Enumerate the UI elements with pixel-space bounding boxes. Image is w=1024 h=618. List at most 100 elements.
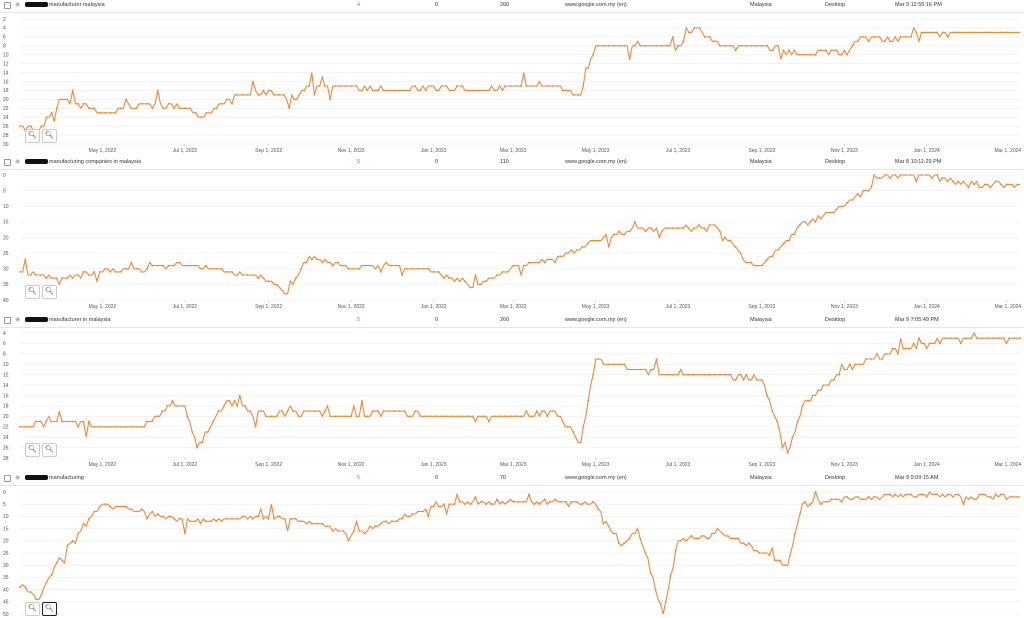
row-updated: Mar 9 7:05:49 PM [895, 317, 939, 323]
rank-point [525, 410, 528, 412]
rank-point [382, 410, 385, 412]
rank-point [912, 342, 915, 345]
row-keyword[interactable]: manufacturing companies in malaysia [49, 159, 142, 165]
rank-point [628, 368, 631, 371]
rank-point [1016, 183, 1019, 186]
rank-point [870, 358, 873, 360]
row-checkbox[interactable] [4, 2, 11, 9]
rank-point [146, 102, 148, 105]
rank-point [902, 347, 905, 350]
zoom-out-button[interactable]: 🔍︎ [25, 129, 40, 143]
rank-point [634, 221, 636, 223]
x-tick-label: Jan 1, 2023 [420, 304, 446, 310]
rank-point [639, 44, 642, 47]
rank-point [464, 503, 466, 506]
zoom-in-button[interactable]: 🔍︎ [42, 443, 57, 457]
rank-point [236, 517, 239, 520]
rank-point [125, 267, 127, 270]
rank-point [82, 102, 85, 105]
rank-point [758, 552, 761, 554]
rank-point [607, 246, 610, 248]
keyword-row[interactable]: ◉ manufacturer malaysia 4 0 260 www.google.co… [0, 0, 1024, 13]
rank-point [597, 239, 600, 242]
rank-point [50, 111, 53, 114]
rank-point [347, 539, 350, 542]
rank-point [962, 503, 965, 506]
row-keyword[interactable]: manufacturer malaysia [49, 2, 105, 8]
zoom-out-button[interactable]: 🔍︎ [25, 602, 40, 616]
row-checkbox[interactable] [4, 475, 11, 482]
rank-point [716, 527, 719, 530]
rank-point [954, 337, 957, 340]
rank-point [189, 107, 192, 110]
rank-point [899, 493, 902, 496]
zoom-in-button[interactable]: 🔍︎ [42, 602, 57, 616]
rank-point [184, 107, 186, 110]
rank-point [986, 337, 989, 340]
info-icon[interactable]: ◉ [15, 475, 21, 481]
rank-point [613, 44, 615, 47]
rank-point [777, 44, 779, 47]
rank-point [275, 415, 278, 418]
rank-point [761, 379, 763, 381]
rank-point [634, 44, 636, 47]
row-checkbox[interactable] [4, 159, 11, 166]
info-icon[interactable]: ◉ [15, 317, 21, 323]
zoom-out-button[interactable]: 🔍︎ [25, 285, 40, 299]
rank-point [515, 85, 517, 87]
rank-point [784, 564, 786, 567]
x-tick-label: Jul 1, 2022 [173, 462, 198, 468]
rank-point [851, 44, 854, 47]
rank-point [708, 224, 711, 226]
rank-point [587, 399, 590, 402]
rank-point [771, 410, 774, 412]
info-icon[interactable]: ◉ [15, 159, 21, 165]
rank-point [135, 510, 138, 513]
rank-point [347, 267, 350, 270]
x-tick-label: Jan 1, 2024 [914, 148, 940, 154]
zoom-out-button[interactable]: 🔍︎ [25, 443, 40, 457]
rank-point [77, 274, 79, 276]
row-keyword[interactable]: manufacturing [49, 475, 84, 481]
rank-point [952, 180, 954, 183]
rank-point [946, 493, 949, 496]
rank-point [231, 102, 233, 105]
row-device: Desktop [825, 475, 846, 481]
rank-point [925, 496, 928, 498]
row-volume: 5 [357, 159, 361, 165]
row-checkbox[interactable] [4, 317, 11, 324]
rank-point [178, 517, 181, 520]
rank-point [231, 517, 233, 520]
rank-point [482, 89, 485, 92]
x-tick-label: Nov 1, 2022 [338, 462, 365, 468]
rank-point [848, 363, 851, 366]
rank-point [506, 271, 509, 273]
keyword-row[interactable]: ◉ manufacturer in malaysia 5 0 260 www.google… [0, 315, 1024, 328]
rank-point [488, 89, 490, 92]
rank-point [936, 31, 939, 34]
redacted-block [25, 317, 48, 322]
rank-point [212, 420, 215, 423]
zoom-in-button[interactable]: 🔍︎ [42, 285, 57, 299]
rank-point [114, 271, 117, 273]
row-keyword[interactable]: manufacturer in malaysia [49, 317, 111, 323]
rank-point [29, 125, 32, 127]
rank-point [649, 571, 652, 574]
rank-point [409, 415, 411, 418]
keyword-row[interactable]: ◉ manufacturing 5 0 70 www.google.com.my (en)… [0, 473, 1024, 486]
rank-point [252, 517, 254, 520]
rank-point [146, 517, 148, 520]
rank-point [331, 530, 334, 532]
info-icon[interactable]: ◉ [15, 2, 21, 8]
rank-point [173, 264, 176, 267]
rank-point [867, 40, 870, 43]
keyword-row[interactable]: ◉ manufacturing companies in malaysia 5 0 11… [0, 157, 1024, 170]
rank-point [424, 89, 427, 92]
zoom-in-button[interactable]: 🔍︎ [42, 129, 57, 143]
x-tick-label: Sep 1, 2022 [255, 304, 282, 310]
rank-point [98, 271, 101, 273]
rank-point [944, 337, 946, 340]
rank-point [520, 415, 522, 418]
rank-point [167, 102, 170, 105]
